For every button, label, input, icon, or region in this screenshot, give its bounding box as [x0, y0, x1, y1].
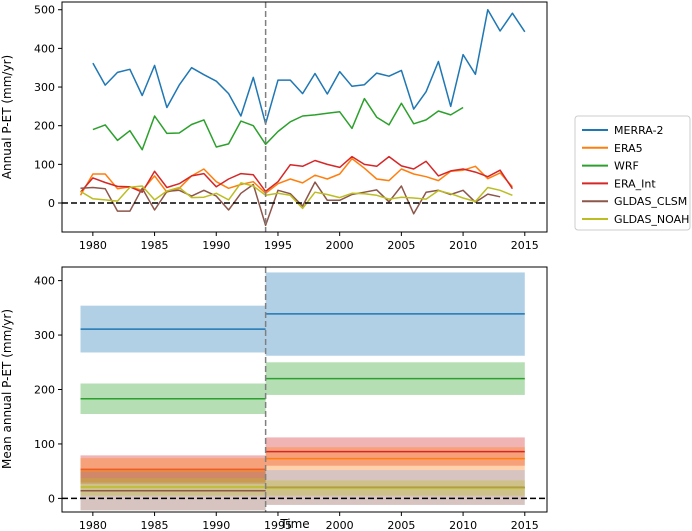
bottom-x-tick-label: 2005	[387, 519, 415, 531]
legend-label-era5: ERA5	[614, 142, 643, 155]
bottom-x-tick-label: 2015	[511, 519, 539, 531]
bottom-y-tick-label: 100	[34, 438, 55, 451]
top-y-tick-label: 400	[34, 42, 55, 55]
top-x-tick-label: 1995	[264, 239, 292, 252]
top-y-tick-label: 0	[48, 197, 55, 210]
bottom-panel: 1980 1985 1990 1995 2000 2005 2010 2015 0 100 200 3…	[0, 266, 548, 531]
top-y-tick-label: 100	[34, 158, 55, 171]
bottom-y-tick-label: 0	[48, 492, 55, 505]
bottom-y-tick-label: 200	[34, 384, 55, 397]
legend-label-gldas-noah: GLDAS_NOAH	[614, 213, 689, 226]
series-line-gldas-clsm	[80, 181, 501, 227]
legend-label-gldas-clsm: GLDAS_CLSM	[614, 195, 687, 208]
top-x-tick-label: 1985	[141, 239, 169, 252]
top-x-tick-label: 2010	[449, 239, 477, 252]
series-line-era-int	[79, 155, 514, 193]
bottom-x-axis-label: Time	[279, 517, 309, 531]
top-y-tick-label: 500	[34, 4, 55, 17]
top-x-tick-label: 1990	[202, 239, 230, 252]
top-x-tick-label: 2005	[387, 239, 415, 252]
top-y-tick-label: 300	[34, 81, 55, 94]
top-y-tick-label: 200	[34, 120, 55, 133]
top-x-tick-label: 2000	[326, 239, 354, 252]
legend-label-wrf: WRF	[614, 160, 639, 173]
legend-label-merra-2: MERRA-2	[614, 124, 664, 137]
bottom-y-tick-label: 300	[34, 329, 55, 342]
bottom-x-tick-label: 2000	[326, 519, 354, 531]
bottom-x-tick-label: 1985	[141, 519, 169, 531]
bottom-x-tick-label: 1980	[79, 519, 107, 531]
top-plot-frame	[61, 1, 548, 233]
top-y-axis-label: Annual P-ET (mm/yr)	[0, 55, 14, 179]
series-line-era5	[79, 157, 513, 196]
series-line-wrf	[92, 97, 464, 151]
legend: MERRA-2 ERA5 WRF ERA_Int GLDAS_CLSM GLDAS_NOA…	[574, 115, 691, 231]
bottom-y-tick-label: 400	[34, 275, 55, 288]
top-x-tick-label: 2015	[511, 239, 539, 252]
top-panel: 1980 1985 1990 1995 2000 2005 2010 2015 0 100 200 3…	[0, 1, 548, 252]
series-line-merra-2	[92, 8, 526, 125]
bottom-y-axis-label: Mean annual P-ET (mm/yr)	[0, 309, 14, 469]
bottom-x-tick-label: 1995	[264, 519, 292, 531]
legend-label-era-int: ERA_Int	[614, 177, 656, 190]
bottom-x-tick-label: 1990	[202, 519, 230, 531]
bottom-x-tick-label: 2010	[449, 519, 477, 531]
top-x-tick-label: 1980	[79, 239, 107, 252]
series-line-gldas-noah	[80, 182, 513, 210]
